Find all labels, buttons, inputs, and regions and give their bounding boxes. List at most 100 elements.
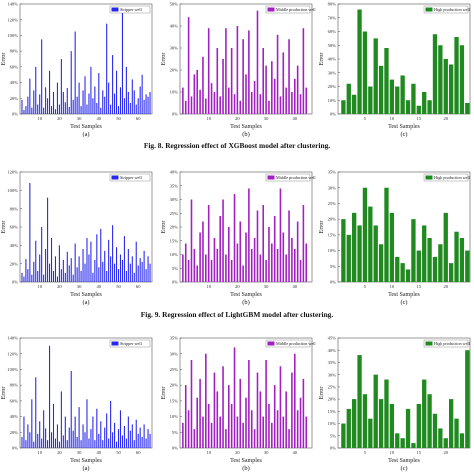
- bar: [265, 260, 267, 282]
- bar: [25, 440, 27, 448]
- x-tick-label: 15: [417, 450, 422, 455]
- bar: [23, 276, 25, 282]
- bar: [230, 404, 233, 448]
- bar: [346, 408, 351, 448]
- x-tick-label: 60: [136, 116, 141, 121]
- bar: [76, 437, 78, 448]
- bar: [438, 428, 443, 448]
- bar: [135, 419, 137, 448]
- bar: [427, 394, 432, 448]
- bar: [368, 418, 373, 448]
- bar: [219, 416, 221, 448]
- bar: [100, 107, 102, 114]
- bar: [268, 404, 270, 448]
- x-axis-label: Test Samples: [230, 292, 262, 298]
- bar: [49, 70, 51, 114]
- x-tick-label: 60: [136, 284, 141, 289]
- figure-caption-8: Fig. 8. Regression effect of XGBoost mod…: [143, 141, 331, 150]
- subfigure-label: (b): [242, 465, 249, 472]
- bar: [123, 236, 125, 282]
- y-tick-label: 5%: [330, 264, 336, 269]
- bar: [205, 353, 207, 448]
- bar: [49, 263, 51, 282]
- bar: [222, 199, 224, 282]
- bar: [41, 39, 43, 114]
- bar: [276, 34, 279, 114]
- bar: [139, 427, 141, 448]
- legend-box: [423, 5, 469, 14]
- x-tick-label: 10: [390, 116, 395, 121]
- y-tick-label: 20%: [170, 383, 179, 388]
- bar: [427, 100, 432, 114]
- bar: [62, 92, 64, 114]
- bar: [400, 263, 405, 282]
- bar: [33, 90, 35, 114]
- x-axis-label: Test Samples: [388, 292, 420, 298]
- x-tick-label: 10: [206, 116, 211, 121]
- y-tick-label: 35%: [170, 183, 179, 188]
- bar: [182, 254, 184, 282]
- bar: [66, 251, 68, 282]
- bar: [216, 48, 219, 114]
- bar: [74, 416, 76, 448]
- x-tick-label: 30: [77, 284, 82, 289]
- bar: [291, 372, 293, 448]
- bar: [256, 210, 259, 282]
- legend-swatch: [267, 7, 275, 12]
- bar: [248, 188, 250, 282]
- bar: [199, 378, 201, 448]
- legend-box: [265, 5, 311, 14]
- bar: [31, 274, 33, 282]
- bar: [293, 249, 296, 282]
- legend-label: High production well: [434, 7, 471, 12]
- y-tick-label: 0%: [330, 280, 336, 285]
- figure-caption-9: Fig. 9. Regression effect of LightGBM mo…: [140, 310, 334, 319]
- bar: [422, 379, 427, 448]
- y-tick-label: 60%: [10, 64, 19, 69]
- bar: [279, 96, 282, 114]
- x-tick-label: 20: [57, 284, 62, 289]
- bar: [448, 64, 454, 114]
- bar: [131, 256, 133, 282]
- bar: [31, 107, 33, 114]
- bar: [78, 256, 80, 282]
- bar: [68, 106, 70, 114]
- y-tick-label: 25%: [328, 384, 337, 389]
- bar: [127, 92, 129, 114]
- bar: [378, 244, 384, 282]
- bar: [199, 232, 201, 282]
- y-tick-label: 5%: [172, 430, 178, 435]
- y-tick-label: 30%: [170, 351, 179, 356]
- bar: [47, 197, 49, 282]
- bar: [233, 194, 236, 282]
- bar: [193, 74, 196, 114]
- bar: [27, 424, 29, 448]
- x-axis-label: Test Samples: [388, 124, 420, 130]
- y-tick-label: 100%: [7, 188, 18, 193]
- bar: [216, 391, 219, 448]
- bar: [41, 438, 43, 448]
- bar: [233, 94, 236, 114]
- bar: [72, 99, 74, 114]
- bar: [190, 96, 193, 114]
- bar: [76, 96, 78, 114]
- bar: [276, 249, 279, 282]
- bar: [41, 227, 43, 282]
- bar: [199, 89, 201, 114]
- x-tick-label: 40: [97, 450, 102, 455]
- bar: [60, 269, 62, 282]
- bar: [62, 435, 64, 448]
- bar: [448, 399, 454, 448]
- y-tick-label: 80%: [328, 2, 337, 7]
- y-tick-label: 50%: [170, 2, 179, 7]
- legend-swatch: [267, 175, 275, 180]
- y-tick-label: 140%: [7, 336, 18, 341]
- bar: [45, 87, 47, 114]
- subfigure-label: (a): [82, 465, 89, 472]
- y-tick-label: 20%: [328, 84, 337, 89]
- bar: [299, 94, 302, 114]
- bar: [43, 107, 45, 114]
- y-axis-label: Error: [1, 221, 7, 234]
- bar: [102, 261, 104, 282]
- x-tick-label: 20: [235, 450, 240, 455]
